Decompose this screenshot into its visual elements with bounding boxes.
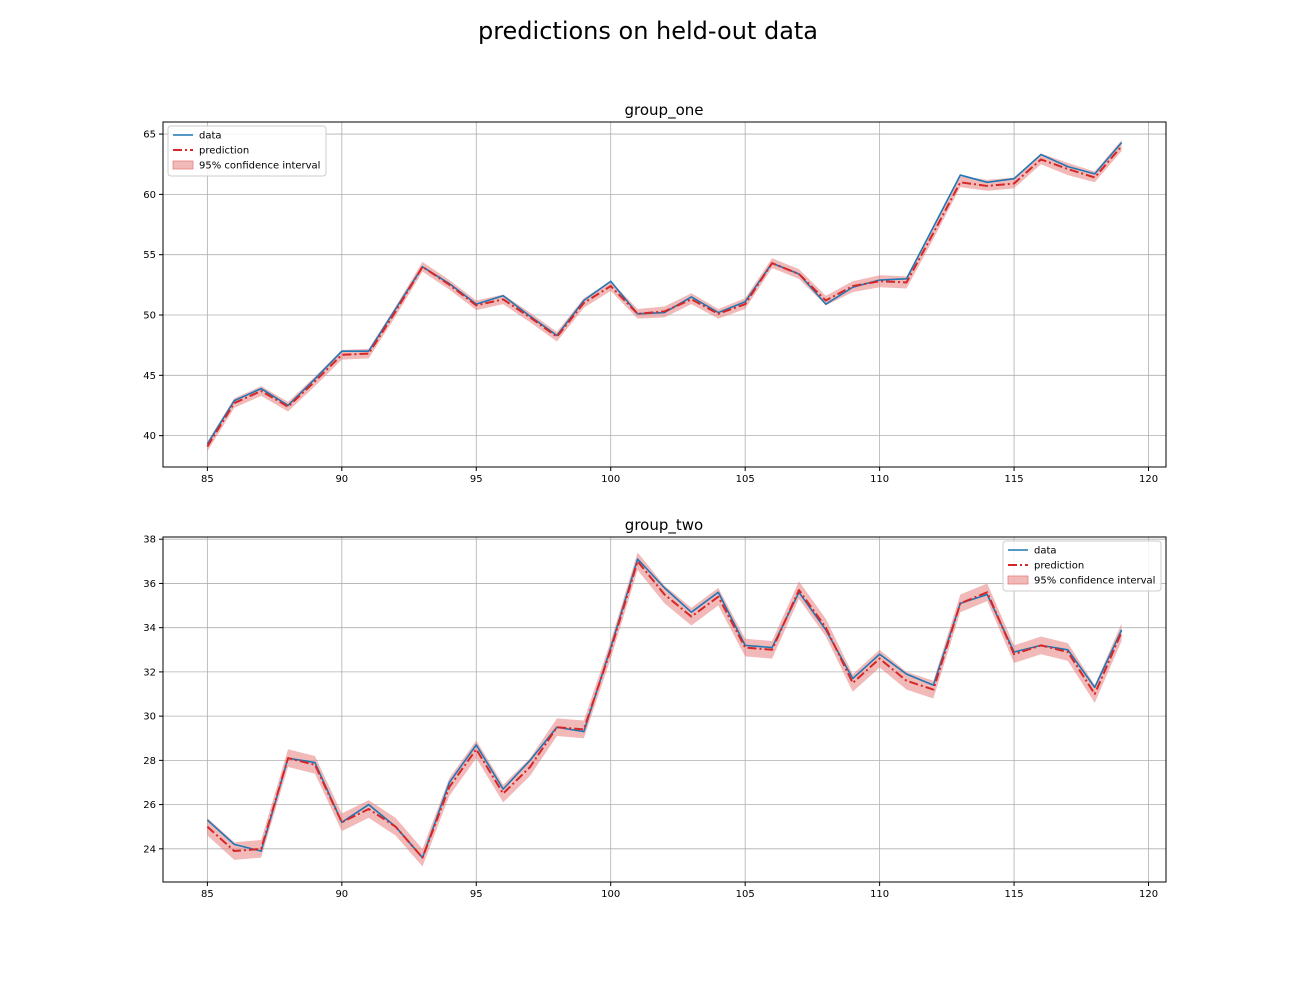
- x-tick-label: 85: [201, 474, 214, 485]
- legend-label-data: data: [199, 131, 222, 142]
- x-tick-label: 105: [736, 474, 755, 485]
- y-tick-label: 28: [143, 756, 156, 767]
- prediction-line: [206, 560, 1123, 859]
- y-tick-label: 45: [143, 371, 156, 382]
- prediction-line: [206, 145, 1123, 448]
- series-lines: [206, 141, 1123, 448]
- axes-group-one: group_one 85 90 95 100 105 110 115 120 40 45 50 55 6…: [143, 101, 1167, 485]
- x-tick-label: 90: [335, 889, 348, 900]
- x-tick-label: 120: [1139, 474, 1158, 485]
- x-tick-label: 110: [870, 889, 889, 900]
- x-tick-label: 110: [870, 474, 889, 485]
- legend-label-prediction: prediction: [1034, 561, 1084, 572]
- ticks: 85 90 95 100 105 110 115 120 40 45 50 55 60 65: [143, 130, 1158, 485]
- axes-border: [162, 536, 1167, 883]
- axes-title: group_two: [625, 516, 703, 535]
- y-tick-label: 30: [143, 712, 156, 723]
- y-tick-label: 65: [143, 130, 156, 141]
- legend-label-ci: 95% confidence interval: [1034, 576, 1155, 587]
- grid: [163, 122, 1166, 467]
- y-tick-label: 40: [143, 431, 156, 442]
- x-tick-label: 100: [601, 474, 620, 485]
- confidence-band: [207, 140, 1122, 452]
- data-line: [206, 141, 1123, 445]
- legend-label-prediction: prediction: [199, 146, 249, 157]
- y-tick-label: 55: [143, 250, 156, 261]
- ci-band: [207, 140, 1122, 452]
- legend: data prediction 95% confidence interval: [167, 125, 327, 177]
- y-tick-label: 50: [143, 311, 156, 322]
- y-tick-label: 38: [143, 535, 156, 546]
- legend-box: [167, 125, 327, 177]
- legend-label-ci: 95% confidence interval: [199, 161, 320, 172]
- axes-title: group_one: [625, 101, 704, 120]
- axes-border: [162, 121, 1167, 468]
- x-tick-label: 100: [601, 889, 620, 900]
- legend: data prediction 95% confidence interval: [1002, 540, 1162, 592]
- x-tick-label: 90: [335, 474, 348, 485]
- y-tick-label: 24: [143, 844, 156, 855]
- x-tick-label: 115: [1005, 474, 1024, 485]
- axes-group-two: group_two 85 90 95 100 105 110 115 120 24 26 28 30 3…: [143, 516, 1167, 900]
- series-lines: [206, 558, 1123, 859]
- y-tick-label: 36: [143, 579, 156, 590]
- x-tick-label: 120: [1139, 889, 1158, 900]
- y-tick-label: 34: [143, 623, 156, 634]
- figure-title: predictions on held-out data: [478, 17, 818, 45]
- legend-label-data: data: [1034, 546, 1057, 557]
- grid: [163, 537, 1166, 882]
- y-tick-label: 26: [143, 800, 156, 811]
- y-tick-label: 32: [143, 667, 156, 678]
- x-tick-label: 85: [201, 889, 214, 900]
- ticks: 85 90 95 100 105 110 115 120 24 26 28 30 32 34 36 38: [143, 535, 1158, 900]
- x-tick-label: 95: [470, 474, 483, 485]
- legend-ci-handle: [172, 160, 194, 170]
- legend-ci-handle: [1007, 575, 1029, 585]
- x-tick-label: 105: [736, 889, 755, 900]
- axes-frame: [162, 121, 1167, 468]
- legend-box: [1002, 540, 1162, 592]
- axes-frame: [162, 536, 1167, 883]
- x-tick-label: 95: [470, 889, 483, 900]
- x-tick-label: 115: [1005, 889, 1024, 900]
- y-tick-label: 60: [143, 190, 156, 201]
